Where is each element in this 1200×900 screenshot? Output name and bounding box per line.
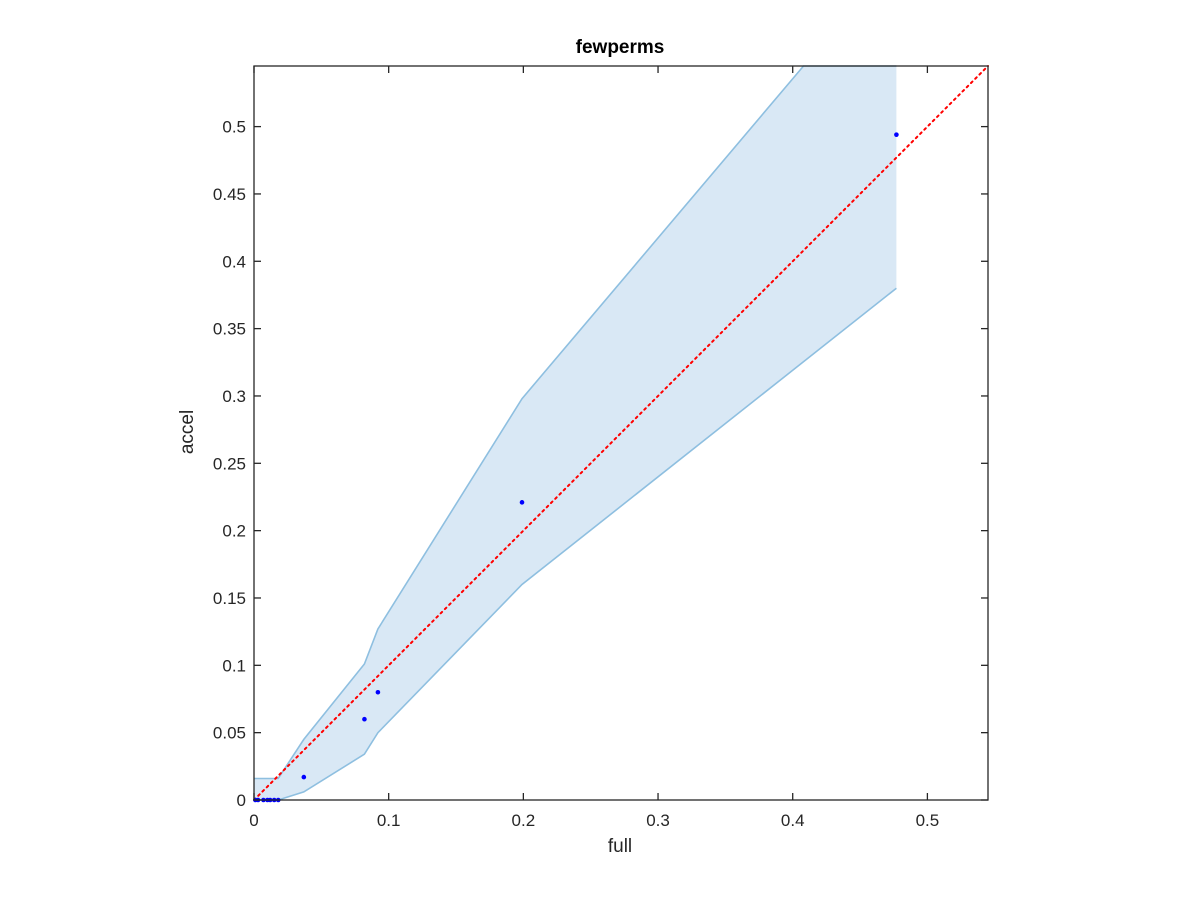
y-tick-label: 0.35 xyxy=(213,320,246,339)
data-point xyxy=(894,132,899,137)
axes-layer: 0 0.1 0.2 0.3 0.4 0.5 0 0.05 0.1 0.15 0.2 0.25 0.3 0.… xyxy=(213,65,989,830)
x-tick-label: 0 xyxy=(249,811,258,830)
confidence-band-layer xyxy=(254,65,897,801)
y-tick-label: 0.45 xyxy=(213,185,246,204)
x-tick-label: 0.3 xyxy=(646,811,670,830)
y-tick-label: 0 xyxy=(237,791,246,810)
y-tick-label: 0.4 xyxy=(222,252,246,271)
data-point xyxy=(519,500,525,505)
y-tick-label: 0.3 xyxy=(222,387,246,406)
y-tick-label: 0.25 xyxy=(213,454,246,473)
x-tick-label: 0.5 xyxy=(916,811,940,830)
band-fill xyxy=(254,66,897,800)
band-upper-edge xyxy=(254,65,897,780)
y-tick-label: 0.2 xyxy=(222,522,246,541)
y-tick-label: 0.05 xyxy=(213,724,246,743)
reference-line-layer xyxy=(253,65,989,801)
y-tick-label: 0.1 xyxy=(222,656,246,675)
x-tick-label: 0.2 xyxy=(512,811,536,830)
y-axis-title: accel xyxy=(177,410,198,454)
plot-frame xyxy=(253,65,989,801)
x-axis-title: full xyxy=(608,836,632,857)
chart-title: fewperms xyxy=(576,37,665,58)
y-tick-label: 0.15 xyxy=(213,589,246,608)
data-point xyxy=(301,774,307,780)
x-tick-label: 0.1 xyxy=(377,811,401,830)
data-point xyxy=(375,689,381,695)
y-tick-label: 0.5 xyxy=(222,118,246,137)
reference-line-y-equals-x xyxy=(253,65,989,801)
data-point xyxy=(362,716,367,722)
x-tick-label: 0.4 xyxy=(781,811,805,830)
